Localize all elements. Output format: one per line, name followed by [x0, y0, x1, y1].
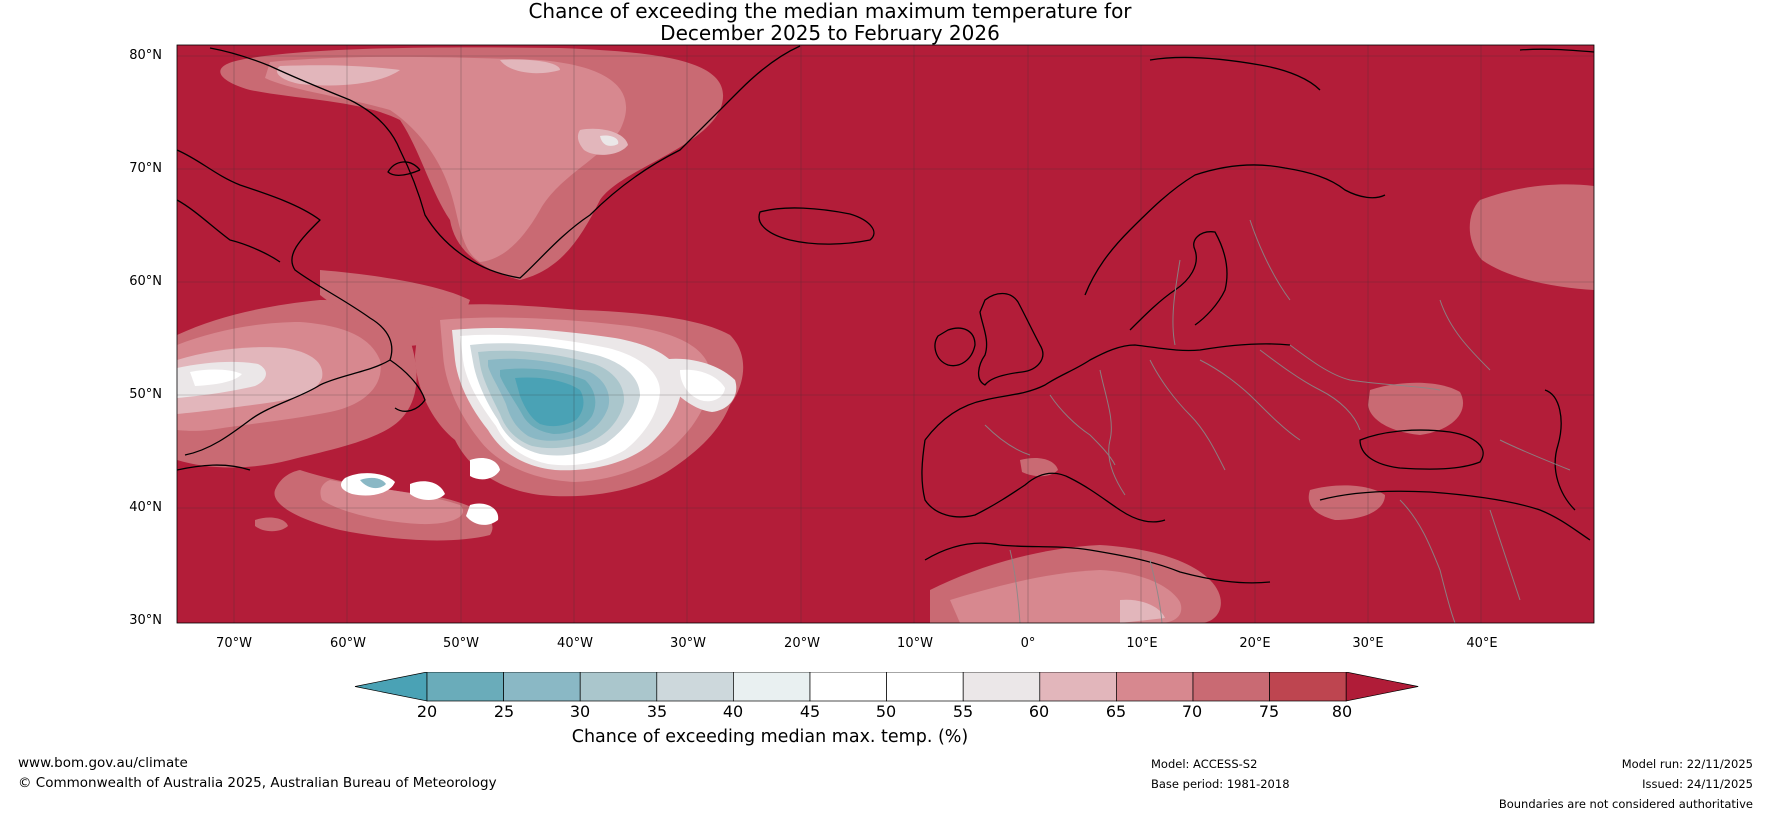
lon-label: 50°W	[443, 636, 479, 651]
colorbar-extend-high	[1345, 672, 1419, 702]
footer-base-period: Base period: 1981-2018	[1151, 777, 1290, 791]
footer-model: Model: ACCESS-S2	[1151, 757, 1258, 771]
footer-website: www.bom.gov.au/climate	[18, 755, 188, 771]
country-borders	[984, 219, 1571, 623]
ireland-coast	[934, 327, 976, 367]
colorbar-label: Chance of exceeding median max. temp. (%…	[571, 727, 969, 747]
lon-label: 20°W	[784, 636, 820, 651]
colorbar-segment	[809, 672, 887, 702]
greenland-coast	[349, 45, 801, 279]
colorbar-tick: 20	[416, 702, 438, 721]
iceland-coast	[758, 207, 875, 245]
labrador-coast	[177, 149, 393, 456]
lat-label: 80°N	[129, 48, 162, 63]
lat-label: 30°N	[129, 613, 162, 628]
colorbar-segment	[579, 672, 658, 702]
lon-label: 70°W	[216, 636, 252, 651]
lon-label: 20°E	[1239, 636, 1271, 651]
lat-label: 50°N	[129, 387, 162, 402]
footer-model-run: Model run: 22/11/2025	[1621, 757, 1753, 771]
colorbar-tick: 70	[1181, 702, 1203, 721]
lon-label: 30°E	[1352, 636, 1384, 651]
colorbar-tick: 65	[1105, 702, 1127, 721]
lat-label: 70°N	[129, 161, 162, 176]
map-title-line1: Chance of exceeding the median maximum t…	[528, 0, 1132, 23]
colorbar-tick: 45	[799, 702, 821, 721]
colorbar-tick: 55	[952, 702, 974, 721]
lat-label: 40°N	[129, 500, 162, 515]
colorbar-segment	[1269, 672, 1347, 702]
footer-issued: Issued: 24/11/2025	[1642, 777, 1753, 791]
lon-label: 10°W	[897, 636, 933, 651]
colorbar-segment	[426, 672, 504, 702]
colorbar-extend-low	[354, 672, 428, 702]
colorbar-tick: 50	[875, 702, 897, 721]
lat-label: 60°N	[129, 274, 162, 289]
coastlines	[177, 45, 1594, 584]
labrador-anomaly-region	[177, 270, 493, 541]
north-africa-coast	[924, 542, 1271, 584]
colorbar-segment	[1039, 672, 1117, 702]
colorbar-tick: 60	[1028, 702, 1050, 721]
footer-disclaimer: Boundaries are not considered authoritat…	[1498, 797, 1753, 811]
footer-copyright: © Commonwealth of Australia 2025, Austra…	[18, 775, 497, 791]
colorbar	[354, 672, 1419, 702]
scandinavia-coast	[1084, 164, 1386, 296]
subtropical-atlantic-patches	[255, 473, 499, 532]
eastern-europe-anomalies	[1020, 184, 1594, 520]
colorbar-segment	[656, 672, 734, 702]
colorbar-tick: 25	[493, 702, 515, 721]
north-africa-anomaly	[930, 545, 1221, 623]
greenland-anomaly-region	[220, 47, 724, 281]
lon-label: 60°W	[330, 636, 366, 651]
colorbar-tick: 35	[646, 702, 668, 721]
atlantic-cool-anomaly	[415, 304, 744, 497]
colorbar-segment	[1116, 672, 1194, 702]
graticule	[177, 45, 1594, 623]
colorbar-tick: 40	[722, 702, 744, 721]
colorbar-segment	[886, 672, 964, 702]
colorbar-tick: 75	[1258, 702, 1280, 721]
lon-label: 10°E	[1126, 636, 1158, 651]
lon-label: 40°E	[1466, 636, 1498, 651]
colorbar-tick: 80	[1331, 702, 1353, 721]
lon-label: 30°W	[670, 636, 706, 651]
map-title-line2: December 2025 to February 2026	[660, 21, 1000, 45]
colorbar-segment	[1192, 672, 1270, 702]
britain-coast	[977, 292, 1044, 386]
colorbar-segment	[503, 672, 581, 702]
colorbar-tick: 30	[569, 702, 591, 721]
colorbar-segment	[962, 672, 1041, 702]
lon-label: 0°	[1020, 636, 1036, 651]
europe-coast	[924, 343, 1291, 441]
colorbar-segment	[733, 672, 811, 702]
black-sea-coast	[1359, 429, 1484, 470]
lon-label: 40°W	[557, 636, 593, 651]
